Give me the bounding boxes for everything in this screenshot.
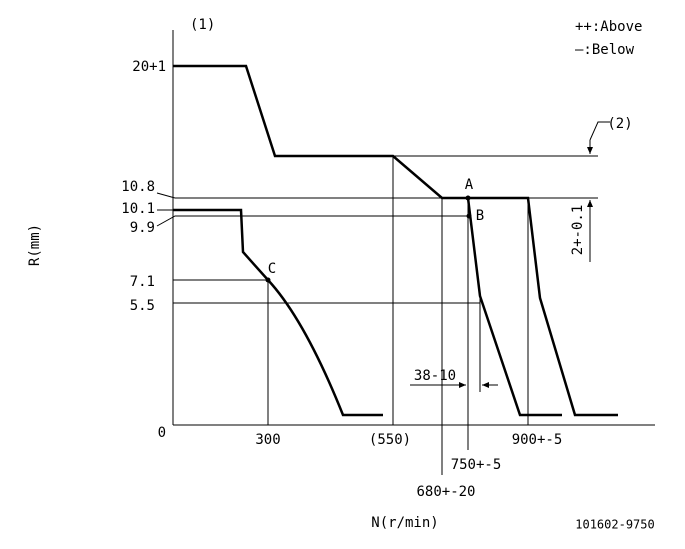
point-label: C bbox=[268, 261, 276, 277]
y-label: 5.5 bbox=[130, 298, 155, 314]
axes bbox=[172, 30, 655, 426]
point-label: A bbox=[465, 177, 474, 193]
y-title: R(mm) bbox=[27, 224, 43, 266]
y-label: 10.1 bbox=[121, 201, 155, 217]
offset-label: 38-10 bbox=[414, 368, 456, 384]
legend-above: ++:Above bbox=[575, 19, 642, 35]
x-title: N(r/min) bbox=[371, 515, 438, 531]
y-label: 9.9 bbox=[130, 220, 155, 236]
point-label: B bbox=[476, 208, 484, 224]
y-label: 7.1 bbox=[130, 274, 155, 290]
guide-lines bbox=[156, 121, 610, 475]
y-label: 20+1 bbox=[132, 59, 166, 75]
part-number: 101602-9750 bbox=[575, 518, 654, 532]
legend-below: —:Below bbox=[575, 42, 635, 58]
corner-label: (1) bbox=[190, 17, 215, 33]
x-label: 680+-20 bbox=[416, 484, 475, 500]
y-label: 10.8 bbox=[121, 179, 155, 195]
x-label: 300 bbox=[255, 432, 280, 448]
x-label: 750+-5 bbox=[451, 457, 502, 473]
y-label: 0 bbox=[158, 425, 166, 441]
range-label: (2) bbox=[607, 116, 632, 132]
x-label: (550) bbox=[369, 432, 411, 448]
curves bbox=[173, 64, 618, 417]
range-value: 2+-0.1 bbox=[570, 205, 586, 256]
x-label: 900+-5 bbox=[512, 432, 563, 448]
